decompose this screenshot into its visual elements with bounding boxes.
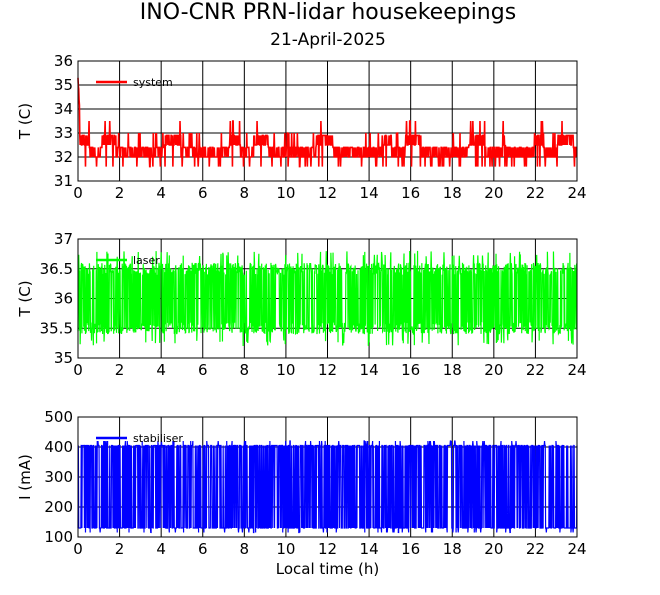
x-tick-label: 12	[318, 361, 337, 379]
x-tick-label: 2	[115, 361, 125, 379]
x-tick-label: 20	[484, 540, 503, 558]
y-tick-label: 36.5	[40, 260, 73, 278]
y-tick-label: 35	[54, 76, 73, 94]
x-tick-label: 22	[526, 540, 545, 558]
x-tick-label: 14	[360, 540, 379, 558]
plot-frame	[77, 60, 578, 182]
series-line-laser	[77, 250, 578, 346]
x-tick-label: 18	[443, 184, 462, 202]
x-tick-label: 16	[401, 361, 420, 379]
x-tick-label: 22	[526, 361, 545, 379]
x-tick-label: 8	[240, 361, 250, 379]
chart-subtitle: 21-April-2025	[270, 30, 386, 50]
x-tick-label: 16	[401, 540, 420, 558]
y-tick-label: 300	[44, 468, 73, 486]
x-tick-label: 14	[360, 361, 379, 379]
y-tick-label: 36	[54, 290, 73, 308]
x-tick-label: 6	[198, 184, 208, 202]
x-tick-label: 6	[198, 540, 208, 558]
series-line-system	[77, 77, 578, 168]
x-tick-label: 16	[401, 184, 420, 202]
x-tick-label: 8	[240, 184, 250, 202]
y-axis-label: T (C)	[16, 280, 34, 317]
y-tick-label: 35	[54, 349, 73, 367]
y-tick-label: 400	[44, 438, 73, 456]
y-tick-label: 31	[54, 172, 73, 190]
y-tick-label: 37	[54, 230, 73, 248]
plot-frame	[77, 238, 578, 359]
y-axis-label: I (mA)	[16, 454, 34, 500]
x-tick-label: 10	[276, 540, 295, 558]
x-tick-label: 14	[360, 184, 379, 202]
x-tick-label: 0	[73, 184, 83, 202]
x-tick-label: 20	[484, 184, 503, 202]
x-tick-label: 12	[318, 540, 337, 558]
y-tick-label: 36	[54, 52, 73, 70]
x-tick-label: 8	[240, 540, 250, 558]
x-tick-label: 0	[73, 361, 83, 379]
y-tick-label: 33	[54, 124, 73, 142]
x-tick-label: 18	[443, 540, 462, 558]
x-tick-label: 20	[484, 361, 503, 379]
x-tick-label: 4	[156, 361, 166, 379]
x-tick-label: 4	[156, 540, 166, 558]
x-tick-label: 18	[443, 361, 462, 379]
x-tick-label: 4	[156, 184, 166, 202]
y-tick-label: 100	[44, 528, 73, 546]
y-tick-label: 35.5	[40, 319, 73, 337]
x-tick-label: 2	[115, 540, 125, 558]
x-tick-label: 24	[567, 540, 586, 558]
x-tick-label: 10	[276, 361, 295, 379]
x-tick-label: 0	[73, 540, 83, 558]
y-axis-label: T (C)	[16, 103, 34, 140]
x-tick-label: 10	[276, 184, 295, 202]
x-tick-label: 12	[318, 184, 337, 202]
legend-entry: system	[133, 76, 173, 89]
y-tick-label: 200	[44, 498, 73, 516]
legend-entry: laser	[133, 254, 160, 267]
x-tick-label: 24	[567, 184, 586, 202]
chart-title: INO-CNR PRN-lidar housekeepings	[140, 0, 516, 25]
y-tick-label: 500	[44, 408, 73, 426]
x-tick-label: 22	[526, 184, 545, 202]
series-line-stabiliser	[77, 440, 578, 534]
y-tick-label: 34	[54, 100, 73, 118]
y-tick-label: 32	[54, 148, 73, 166]
x-tick-label: 6	[198, 361, 208, 379]
x-axis-label: Local time (h)	[276, 560, 380, 578]
x-tick-label: 2	[115, 184, 125, 202]
plot-frame	[77, 416, 578, 538]
legend-entry: stabiliser	[133, 432, 183, 445]
x-tick-label: 24	[567, 361, 586, 379]
